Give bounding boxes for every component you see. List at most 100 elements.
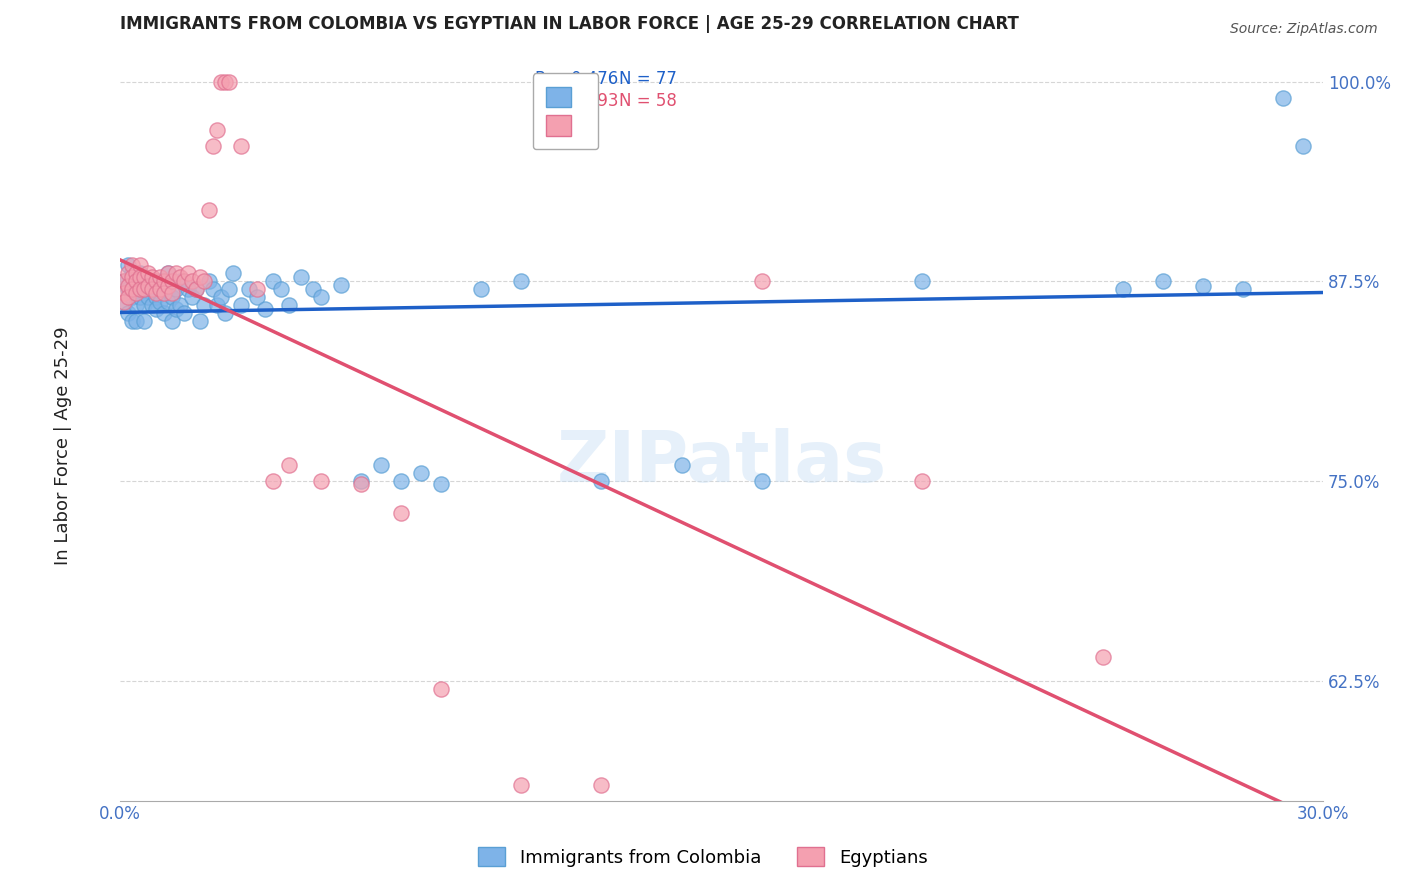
Immigrants from Colombia bbox=[430, 477, 453, 491]
Egyptians bbox=[205, 122, 228, 136]
Immigrants from Colombia bbox=[229, 298, 252, 312]
Egyptians bbox=[125, 275, 148, 289]
Text: R = 0.393: R = 0.393 bbox=[536, 92, 619, 110]
Immigrants from Colombia bbox=[157, 267, 180, 281]
Immigrants from Colombia bbox=[329, 277, 352, 292]
Immigrants from Colombia bbox=[138, 275, 160, 289]
Immigrants from Colombia bbox=[1232, 282, 1254, 296]
Immigrants from Colombia bbox=[409, 466, 432, 480]
Egyptians bbox=[350, 477, 373, 491]
Immigrants from Colombia bbox=[301, 282, 323, 296]
Immigrants from Colombia bbox=[1272, 91, 1295, 105]
Text: R = 0.476: R = 0.476 bbox=[536, 70, 619, 87]
Legend: , : , bbox=[533, 73, 598, 149]
Egyptians bbox=[309, 474, 332, 488]
Immigrants from Colombia bbox=[145, 290, 167, 304]
Text: N = 77: N = 77 bbox=[620, 70, 678, 87]
Egyptians bbox=[162, 275, 184, 289]
Egyptians bbox=[125, 267, 148, 281]
Immigrants from Colombia bbox=[157, 295, 180, 310]
Text: N = 58: N = 58 bbox=[620, 92, 678, 110]
Immigrants from Colombia bbox=[165, 301, 187, 316]
Immigrants from Colombia bbox=[209, 290, 232, 304]
Legend: Immigrants from Colombia, Egyptians: Immigrants from Colombia, Egyptians bbox=[471, 840, 935, 874]
Text: ZIPatlas: ZIPatlas bbox=[557, 428, 887, 497]
Egyptians bbox=[190, 269, 212, 284]
Egyptians bbox=[129, 282, 152, 296]
Immigrants from Colombia bbox=[162, 314, 184, 328]
Immigrants from Colombia bbox=[129, 267, 152, 281]
Egyptians bbox=[229, 138, 252, 153]
Immigrants from Colombia bbox=[173, 306, 195, 320]
Immigrants from Colombia bbox=[177, 282, 200, 296]
Text: Source: ZipAtlas.com: Source: ZipAtlas.com bbox=[1230, 22, 1378, 37]
Immigrants from Colombia bbox=[153, 282, 176, 296]
Immigrants from Colombia bbox=[201, 282, 224, 296]
Immigrants from Colombia bbox=[138, 290, 160, 304]
Immigrants from Colombia bbox=[370, 458, 392, 472]
Immigrants from Colombia bbox=[145, 301, 167, 316]
Immigrants from Colombia bbox=[238, 282, 260, 296]
Egyptians bbox=[134, 269, 156, 284]
Immigrants from Colombia bbox=[181, 290, 204, 304]
Immigrants from Colombia bbox=[1152, 275, 1174, 289]
Egyptians bbox=[121, 269, 143, 284]
Egyptians bbox=[157, 279, 180, 293]
Immigrants from Colombia bbox=[389, 474, 412, 488]
Immigrants from Colombia bbox=[121, 267, 143, 281]
Egyptians bbox=[138, 279, 160, 293]
Egyptians bbox=[181, 275, 204, 289]
Immigrants from Colombia bbox=[149, 295, 172, 310]
Egyptians bbox=[149, 282, 172, 296]
Immigrants from Colombia bbox=[197, 275, 219, 289]
Immigrants from Colombia bbox=[112, 275, 135, 289]
Egyptians bbox=[117, 279, 139, 293]
Egyptians bbox=[911, 474, 934, 488]
Egyptians bbox=[591, 778, 613, 792]
Egyptians bbox=[277, 458, 299, 472]
Egyptians bbox=[138, 267, 160, 281]
Immigrants from Colombia bbox=[253, 301, 276, 316]
Egyptians bbox=[125, 285, 148, 300]
Immigrants from Colombia bbox=[117, 259, 139, 273]
Text: In Labor Force | Age 25-29: In Labor Force | Age 25-29 bbox=[55, 326, 72, 566]
Immigrants from Colombia bbox=[911, 275, 934, 289]
Egyptians bbox=[197, 202, 219, 217]
Immigrants from Colombia bbox=[270, 282, 292, 296]
Egyptians bbox=[214, 75, 236, 89]
Immigrants from Colombia bbox=[205, 298, 228, 312]
Immigrants from Colombia bbox=[129, 275, 152, 289]
Immigrants from Colombia bbox=[246, 290, 269, 304]
Egyptians bbox=[129, 259, 152, 273]
Immigrants from Colombia bbox=[125, 314, 148, 328]
Egyptians bbox=[153, 285, 176, 300]
Egyptians bbox=[112, 295, 135, 310]
Egyptians bbox=[121, 259, 143, 273]
Immigrants from Colombia bbox=[134, 298, 156, 312]
Egyptians bbox=[129, 269, 152, 284]
Immigrants from Colombia bbox=[350, 474, 373, 488]
Immigrants from Colombia bbox=[221, 267, 243, 281]
Immigrants from Colombia bbox=[125, 298, 148, 312]
Egyptians bbox=[162, 285, 184, 300]
Egyptians bbox=[145, 285, 167, 300]
Egyptians bbox=[209, 75, 232, 89]
Egyptians bbox=[157, 267, 180, 281]
Immigrants from Colombia bbox=[218, 282, 240, 296]
Egyptians bbox=[177, 267, 200, 281]
Immigrants from Colombia bbox=[121, 290, 143, 304]
Egyptians bbox=[112, 275, 135, 289]
Egyptians bbox=[193, 275, 215, 289]
Immigrants from Colombia bbox=[214, 306, 236, 320]
Egyptians bbox=[169, 269, 191, 284]
Egyptians bbox=[201, 138, 224, 153]
Egyptians bbox=[112, 285, 135, 300]
Egyptians bbox=[262, 474, 284, 488]
Egyptians bbox=[141, 269, 163, 284]
Immigrants from Colombia bbox=[510, 275, 533, 289]
Immigrants from Colombia bbox=[125, 275, 148, 289]
Immigrants from Colombia bbox=[1192, 279, 1215, 293]
Egyptians bbox=[145, 275, 167, 289]
Egyptians bbox=[134, 282, 156, 296]
Immigrants from Colombia bbox=[186, 282, 208, 296]
